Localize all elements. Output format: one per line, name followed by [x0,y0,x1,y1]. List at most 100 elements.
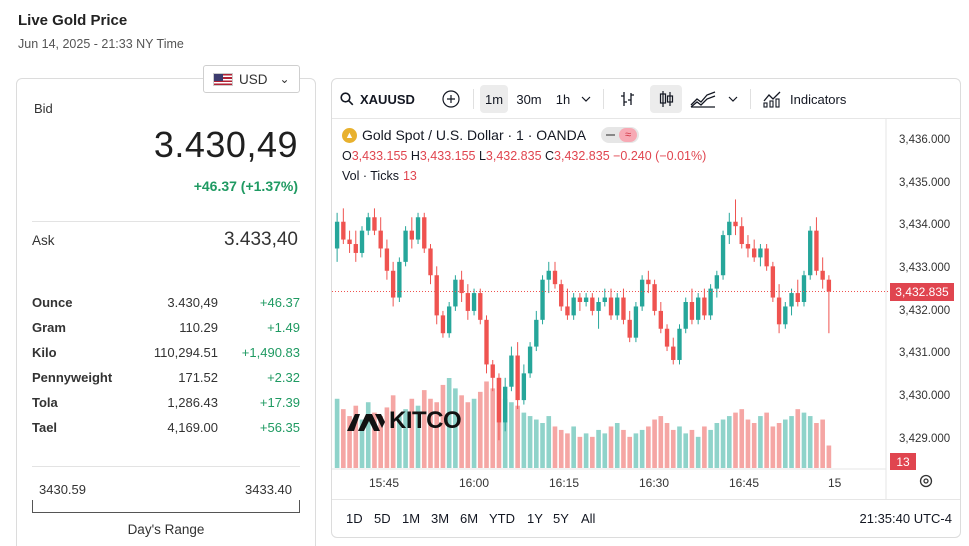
page-subtitle: Jun 14, 2025 - 21:33 NY Time [18,37,184,51]
line-style-icon[interactable] [688,85,718,113]
candle-body [590,297,595,311]
unit-change: +46.37 [259,295,300,310]
range-3m-button[interactable]: 3M [431,511,450,526]
candle-body [471,293,477,311]
candle-body [521,373,527,401]
volume-bar [801,412,807,468]
candle-body [683,302,688,329]
unit-price: 1,286.43 [167,395,218,410]
unit-change: +56.35 [259,420,300,435]
volume-bar [403,409,408,468]
ask-value: 3.433,40 [224,229,298,250]
candle-body [540,279,545,320]
y-axis-tick: 3,434.000 [899,219,951,231]
volume-bar [415,405,421,468]
y-axis-tick: 3,435.000 [899,177,951,189]
volume-bar [477,391,483,468]
volume-bar [565,433,570,468]
page-title: Live Gold Price [18,12,128,29]
volume-bar [751,423,757,468]
volume-bar [814,423,819,468]
search-icon [340,92,354,106]
days-range-bar [32,500,300,513]
candle-body [527,346,533,374]
candle-body [608,297,614,316]
volume-bar [683,433,689,468]
us-flag-icon [213,72,233,86]
candlestick-chart[interactable] [332,79,961,499]
indicators-button[interactable]: Indicators [762,85,862,113]
volume-bar [646,426,651,468]
range-1d-button[interactable]: 1D [346,511,363,526]
candle-body [503,386,508,423]
chart-legend: ▲ Gold Spot / U.S. Dollar · 1 · OANDA ≈ [342,126,640,144]
volume-bar [571,426,576,468]
unit-change: +1.49 [267,320,300,335]
candles-style-icon[interactable] [650,85,682,113]
candle-body [714,275,720,289]
volume-bar [726,416,732,468]
compare-symbol-button[interactable] [438,85,464,113]
y-axis-tick: 3,432.000 [899,305,951,317]
currency-select[interactable]: USD ⌄ [203,65,300,93]
volume-bar [353,405,359,468]
interval-dropdown-chevron-icon[interactable] [578,85,594,113]
ohlc-low: 3,432.835 [485,149,542,163]
volume-bar [558,429,564,468]
volume-bar [409,398,415,468]
candle-body [596,302,601,311]
chart-range-bar: 1D 5D 1M 3M 6M YTD 1Y 5Y All 21:35:40 UT… [332,499,960,537]
unit-row-gram: Gram 110.29 +1.49 [32,320,300,340]
candle-body [695,297,701,320]
volume-bar [397,416,402,468]
volume-bar [621,429,626,468]
y-axis-tick: 3,436.000 [899,134,951,146]
range-all-button[interactable]: All [581,511,596,526]
unit-change: +17.39 [259,395,300,410]
volume-bar [770,426,776,468]
range-1y-button[interactable]: 1Y [527,511,543,526]
candle-body [403,230,408,262]
range-6m-button[interactable]: 6M [460,511,479,526]
candle-body [353,244,358,253]
volume-bar [633,433,639,468]
volume-bar [527,416,533,468]
symbol-search[interactable]: XAUUSD [340,85,420,113]
candle-body [428,248,433,276]
volume-bar [372,412,377,468]
interval-1m[interactable]: 1m [480,85,508,113]
candle-body [378,230,383,249]
volume-bar [421,390,427,468]
legend-toggle[interactable]: ≈ [601,127,640,143]
volume-bar [745,419,751,468]
interval-1h[interactable]: 1h [555,91,571,107]
gold-coin-icon: ▲ [342,127,357,143]
chart-style-chevron-icon[interactable] [725,85,741,113]
candle-body [509,355,514,387]
chart-legend-title: Gold Spot / U.S. Dollar · 1 · OANDA [362,127,587,143]
volume-bar [639,429,645,468]
volume-bar [783,419,788,468]
chart-settings-icon[interactable] [919,474,933,491]
range-5y-button[interactable]: 5Y [553,511,569,526]
x-axis-tick: 16:30 [639,476,670,490]
indicators-label: Indicators [790,91,847,107]
volume-bar [807,416,813,468]
range-5d-button[interactable]: 5D [374,511,391,526]
volume-bar [384,407,390,468]
range-1m-button[interactable]: 1M [402,511,421,526]
unit-name: Tola [32,395,58,410]
ohlc-open: 3,433.155 [351,149,408,163]
range-ytd-button[interactable]: YTD [489,511,515,526]
candle-body [671,346,676,360]
candle-body [783,306,788,325]
candle-body [384,248,390,271]
volume-bar [446,378,452,468]
bar-style-icon[interactable] [614,85,640,113]
volume-bar [702,426,707,468]
chevron-down-icon: ⌄ [279,72,290,86]
interval-30m[interactable]: 30m [516,91,542,107]
volume-bar [341,409,346,468]
candle-body [453,279,458,307]
wave-icon: ≈ [619,128,638,142]
